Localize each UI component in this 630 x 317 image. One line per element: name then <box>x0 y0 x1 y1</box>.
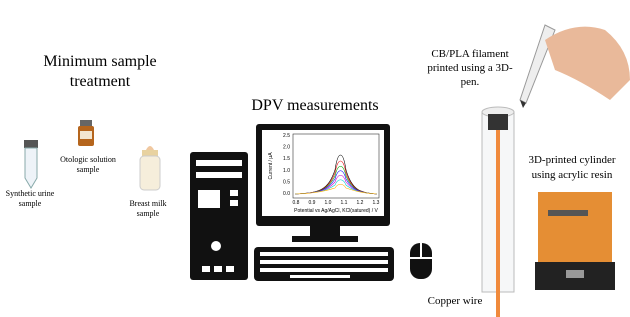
otologic-vial <box>78 120 94 146</box>
pen-hand <box>520 25 630 108</box>
wire-label: Copper wire <box>428 295 483 307</box>
inset-y-tick: 0.0 <box>283 191 290 197</box>
graphical-abstract: Minimum sample treatment Otologic soluti… <box>0 0 630 317</box>
sample-label: sample <box>77 165 100 174</box>
inset-y-label: Current / µA <box>268 152 274 180</box>
inset-x-tick: 1.2 <box>357 200 364 206</box>
pen-label: pen. <box>461 76 480 88</box>
inset-y-tick: 0.5 <box>283 179 290 185</box>
inset-x-tick: 0.8 <box>293 200 300 206</box>
inset-y-tick: 2.5 <box>283 133 290 139</box>
sample-title: Minimum sample <box>43 53 156 70</box>
inset-x-tick: 1.3 <box>373 200 380 206</box>
urine-tube <box>24 140 38 188</box>
page: Minimum sample treatment Otologic soluti… <box>0 0 630 317</box>
sample-label: Otologic solution <box>60 155 116 164</box>
inset-x-tick: 0.9 <box>309 200 316 206</box>
sample-label: sample <box>19 199 42 208</box>
sample-label: Breast milk <box>129 199 166 208</box>
copper-wire <box>496 130 500 317</box>
dpv-title: DPV measurements <box>251 97 378 114</box>
inset-y-tick: 1.0 <box>283 168 290 174</box>
printer <box>535 192 615 290</box>
inset-y-tick: 2.0 <box>283 145 290 151</box>
inset-x-tick: 1.1 <box>341 200 348 206</box>
cylinder-label: using acrylic resin <box>532 169 613 181</box>
sample-label: sample <box>137 209 160 218</box>
electrode-tip <box>488 114 508 130</box>
inset-y-tick: 1.5 <box>283 156 290 162</box>
pen-label: printed using a 3D- <box>427 62 513 74</box>
sample-label: Synthetic urine <box>6 189 55 198</box>
sample-title: treatment <box>70 73 131 90</box>
inset-x-tick: 1.0 <box>325 200 332 206</box>
milk-bottle <box>140 146 160 190</box>
cylinder-label: 3D-printed cylinder <box>528 154 615 166</box>
pen-label: CB/PLA filament <box>431 48 508 60</box>
inset-x-label: Potential vs Ag/AgCl, KCl(satured) / V <box>294 208 378 214</box>
